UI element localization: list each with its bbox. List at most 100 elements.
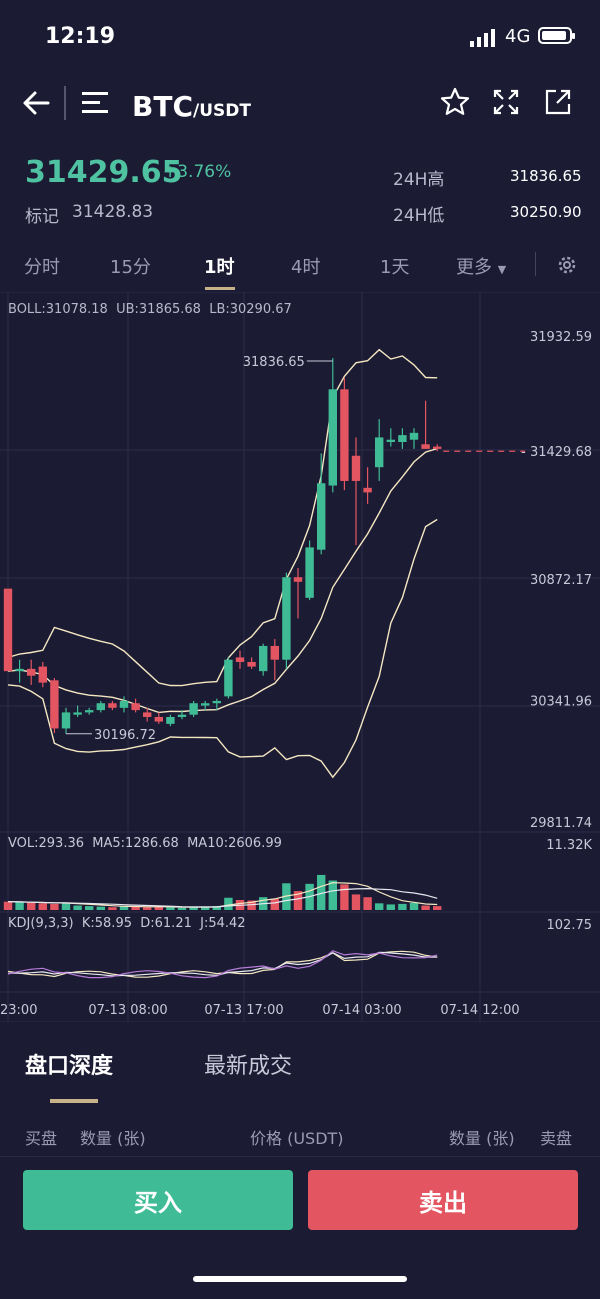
menu-icon[interactable] bbox=[80, 90, 110, 116]
kdj-d: D:61.21 bbox=[140, 916, 192, 931]
candle-body bbox=[212, 700, 221, 704]
volume-bar bbox=[73, 905, 82, 910]
volume-bar bbox=[421, 905, 430, 910]
kline-chart[interactable]: 31932.59 30872.17 30341.96 29811.74 - 31429.… bbox=[0, 292, 600, 1022]
buy-button[interactable]: 买入 bbox=[23, 1170, 293, 1230]
candle-body bbox=[15, 668, 24, 672]
candle-body bbox=[108, 703, 117, 708]
fullscreen-icon[interactable] bbox=[492, 88, 520, 116]
y-tick-label: 31932.59 bbox=[530, 330, 592, 345]
caret-down-icon: ▼ bbox=[497, 263, 507, 276]
ma5-value: MA5:1286.68 bbox=[92, 836, 179, 851]
signal-icon bbox=[470, 29, 495, 47]
volume-bar bbox=[143, 907, 152, 910]
battery-icon bbox=[538, 27, 575, 44]
candle-body bbox=[433, 446, 442, 449]
kdj-indicator: KDJ(9,3,3) K:58.95 D:61.21 J:54.42 bbox=[8, 916, 246, 931]
volume-bar bbox=[38, 903, 47, 910]
volume-bar bbox=[317, 874, 326, 910]
volume-bar bbox=[50, 903, 59, 910]
back-arrow-icon[interactable] bbox=[22, 90, 50, 116]
candle-body bbox=[201, 703, 210, 706]
kdj-params: KDJ(9,3,3) bbox=[8, 916, 74, 931]
tab-more-label: 更多 bbox=[456, 257, 492, 278]
candle-body bbox=[73, 712, 82, 715]
col-sell-qty: 数量 (张) bbox=[449, 1129, 515, 1148]
depth-tab-underline bbox=[50, 1099, 98, 1103]
status-bar: 12:19 4G bbox=[0, 0, 600, 70]
candle-body bbox=[189, 703, 198, 715]
x-tick-label: 07-13 17:00 bbox=[204, 1003, 283, 1018]
boll-indicator: BOLL:31078.18 UB:31865.68 LB:30290.67 bbox=[8, 302, 292, 317]
volume-bar bbox=[433, 906, 442, 910]
header-divider bbox=[64, 86, 66, 120]
volume-bar bbox=[398, 903, 407, 910]
candle-body bbox=[421, 444, 430, 449]
candle-body bbox=[27, 668, 36, 676]
volume-bar bbox=[293, 891, 303, 910]
sell-button[interactable]: 卖出 bbox=[308, 1170, 578, 1230]
candle-body bbox=[386, 439, 395, 443]
tab-4hour[interactable]: 4时 bbox=[291, 257, 321, 278]
volume-bar bbox=[3, 901, 13, 910]
candle-body bbox=[398, 435, 407, 443]
col-buy: 买盘 bbox=[25, 1129, 58, 1148]
kdj-j-line bbox=[7, 950, 438, 979]
network-type: 4G bbox=[505, 26, 531, 47]
divider bbox=[0, 1156, 600, 1157]
col-sell: 卖盘 bbox=[540, 1129, 573, 1148]
boll-lower-band bbox=[7, 518, 438, 779]
volume-bar bbox=[328, 880, 337, 910]
volume-bar bbox=[351, 894, 361, 910]
boll-value: BOLL:31078.18 bbox=[8, 302, 108, 317]
home-indicator[interactable] bbox=[193, 1276, 407, 1282]
volume-bar bbox=[15, 902, 24, 910]
x-tick-label: 07-14 12:00 bbox=[440, 1003, 519, 1018]
tab-1day[interactable]: 1天 bbox=[380, 257, 410, 278]
tab-depth[interactable]: 盘口深度 bbox=[25, 1054, 114, 1079]
y-tick-label: 29811.74 bbox=[530, 816, 592, 831]
x-tick-label: 07-14 03:00 bbox=[322, 1003, 401, 1018]
candle-body bbox=[61, 712, 71, 729]
volume-bar bbox=[189, 906, 198, 910]
pair-title[interactable]: BTC/USDT bbox=[132, 90, 251, 123]
candle-body bbox=[340, 389, 349, 481]
pair-quote: /USDT bbox=[193, 101, 251, 121]
volume-bar bbox=[108, 907, 117, 910]
candle-body bbox=[38, 666, 47, 683]
candle-body bbox=[177, 714, 187, 717]
star-icon[interactable] bbox=[440, 87, 470, 117]
candle-body bbox=[363, 487, 372, 493]
candle-body bbox=[166, 716, 175, 724]
volume-bar bbox=[375, 903, 384, 910]
tab-1hour[interactable]: 1时 bbox=[204, 257, 235, 278]
tab-15min[interactable]: 15分 bbox=[110, 257, 151, 278]
volume-bar bbox=[386, 904, 395, 910]
volume-indicator: VOL:293.36 MA5:1286.68 MA10:2606.99 bbox=[8, 836, 282, 851]
candle-body bbox=[131, 703, 140, 711]
volume-bar bbox=[409, 902, 419, 910]
x-tick-label: 23:00 bbox=[0, 1003, 37, 1018]
volume-ma10-line bbox=[7, 887, 438, 908]
candle-body bbox=[119, 700, 129, 708]
candle-body bbox=[328, 389, 337, 486]
share-icon[interactable] bbox=[544, 88, 572, 116]
tab-more[interactable]: 更多 ▼ bbox=[456, 253, 506, 279]
settings-gear-icon[interactable] bbox=[556, 254, 578, 276]
orderbook-panel bbox=[0, 1023, 600, 1299]
boll-lower: LB:30290.67 bbox=[209, 302, 292, 317]
volume-bar bbox=[166, 907, 175, 910]
volume-bar bbox=[85, 906, 94, 910]
volume-bar bbox=[224, 897, 233, 910]
candle-body bbox=[235, 657, 245, 662]
candle-body bbox=[143, 712, 152, 717]
candle-body bbox=[293, 577, 303, 582]
last-price: 31429.65 bbox=[25, 155, 183, 190]
tab-time-sharing[interactable]: 分时 bbox=[24, 257, 60, 278]
candle-body bbox=[259, 645, 268, 672]
volume-bar bbox=[61, 902, 71, 910]
tab-latest-trades[interactable]: 最新成交 bbox=[204, 1054, 293, 1079]
kdj-k: K:58.95 bbox=[81, 916, 132, 931]
volume-bar bbox=[119, 906, 129, 910]
volume-bar bbox=[177, 907, 187, 910]
